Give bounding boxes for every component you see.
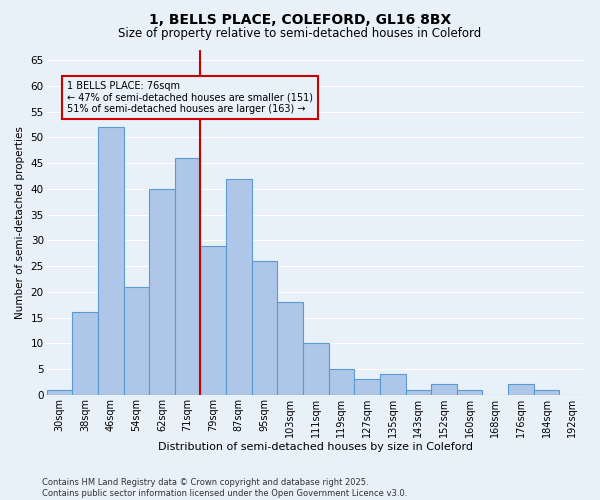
Bar [124,286,149,395]
Bar [431,384,457,395]
Text: Size of property relative to semi-detached houses in Coleford: Size of property relative to semi-detach… [118,28,482,40]
Bar [329,369,354,395]
Bar [508,384,534,395]
Bar [72,312,98,395]
Bar [534,390,559,395]
Bar [303,344,329,395]
Bar [98,127,124,395]
Bar [251,261,277,395]
Text: 1, BELLS PLACE, COLEFORD, GL16 8BX: 1, BELLS PLACE, COLEFORD, GL16 8BX [149,12,451,26]
Bar [175,158,200,395]
Bar [277,302,303,395]
X-axis label: Distribution of semi-detached houses by size in Coleford: Distribution of semi-detached houses by … [158,442,473,452]
Y-axis label: Number of semi-detached properties: Number of semi-detached properties [15,126,25,319]
Bar [406,390,431,395]
Bar [380,374,406,395]
Bar [457,390,482,395]
Bar [149,189,175,395]
Bar [354,380,380,395]
Bar [226,178,251,395]
Bar [200,246,226,395]
Text: 1 BELLS PLACE: 76sqm
← 47% of semi-detached houses are smaller (151)
51% of semi: 1 BELLS PLACE: 76sqm ← 47% of semi-detac… [67,81,313,114]
Text: Contains HM Land Registry data © Crown copyright and database right 2025.
Contai: Contains HM Land Registry data © Crown c… [42,478,407,498]
Bar [47,390,72,395]
